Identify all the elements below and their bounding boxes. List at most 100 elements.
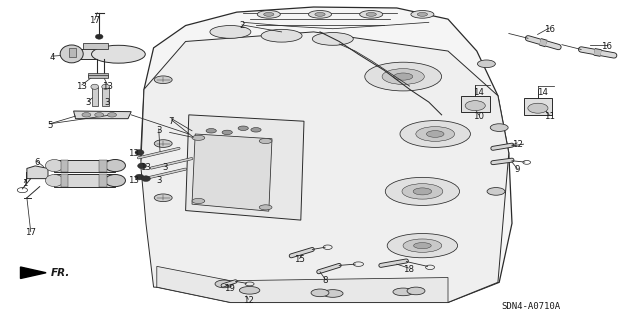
Ellipse shape	[215, 280, 233, 288]
Polygon shape	[69, 48, 76, 57]
Ellipse shape	[82, 113, 91, 117]
FancyBboxPatch shape	[54, 160, 115, 172]
Text: 13: 13	[127, 149, 139, 158]
Ellipse shape	[105, 174, 125, 187]
Ellipse shape	[365, 62, 442, 91]
FancyBboxPatch shape	[461, 96, 490, 112]
Ellipse shape	[426, 131, 444, 137]
Ellipse shape	[105, 160, 125, 172]
Ellipse shape	[400, 121, 470, 147]
Text: 3: 3	[105, 98, 110, 107]
FancyBboxPatch shape	[88, 75, 108, 78]
Text: 14: 14	[537, 88, 548, 97]
Text: 3: 3	[156, 176, 161, 185]
Text: 14: 14	[473, 88, 484, 97]
Ellipse shape	[154, 194, 172, 202]
Ellipse shape	[257, 11, 280, 18]
Ellipse shape	[210, 26, 251, 38]
Ellipse shape	[95, 34, 103, 39]
Ellipse shape	[141, 176, 150, 182]
Text: 17: 17	[89, 16, 100, 25]
Polygon shape	[141, 32, 509, 302]
Ellipse shape	[393, 288, 413, 296]
Text: 13: 13	[76, 82, 88, 91]
Ellipse shape	[411, 11, 434, 18]
FancyBboxPatch shape	[88, 73, 108, 77]
Ellipse shape	[387, 234, 458, 258]
FancyBboxPatch shape	[99, 174, 107, 187]
Text: 16: 16	[543, 25, 555, 34]
Ellipse shape	[366, 12, 376, 16]
Ellipse shape	[239, 286, 260, 294]
Text: 7: 7	[169, 117, 174, 126]
Text: 1: 1	[22, 179, 27, 188]
Text: 4: 4	[50, 53, 55, 62]
Text: 17: 17	[25, 228, 36, 237]
Text: 9: 9	[515, 165, 520, 174]
Ellipse shape	[477, 60, 495, 68]
Ellipse shape	[403, 239, 442, 252]
Text: 15: 15	[294, 256, 305, 264]
Text: 3: 3	[86, 98, 91, 107]
Ellipse shape	[308, 11, 332, 18]
Text: 3: 3	[163, 163, 168, 172]
Ellipse shape	[264, 12, 274, 16]
Text: 13: 13	[127, 176, 139, 185]
Text: 10: 10	[473, 112, 484, 121]
Ellipse shape	[311, 289, 329, 297]
Polygon shape	[74, 111, 131, 119]
Ellipse shape	[413, 242, 431, 249]
Ellipse shape	[45, 174, 63, 187]
Ellipse shape	[259, 205, 272, 210]
FancyBboxPatch shape	[61, 160, 68, 172]
Text: 5: 5	[47, 121, 52, 130]
Ellipse shape	[238, 126, 248, 130]
Text: 2: 2	[239, 21, 244, 30]
FancyBboxPatch shape	[99, 160, 107, 172]
Ellipse shape	[261, 29, 302, 42]
Ellipse shape	[360, 11, 383, 18]
Ellipse shape	[394, 73, 413, 80]
FancyBboxPatch shape	[61, 174, 68, 187]
Ellipse shape	[222, 130, 232, 135]
Ellipse shape	[315, 12, 325, 16]
Ellipse shape	[135, 174, 144, 180]
Ellipse shape	[465, 101, 485, 111]
Ellipse shape	[102, 84, 109, 89]
Ellipse shape	[135, 150, 144, 155]
Ellipse shape	[407, 287, 425, 295]
Text: 13: 13	[102, 82, 113, 91]
FancyBboxPatch shape	[92, 87, 98, 106]
Ellipse shape	[95, 113, 104, 117]
Text: FR.: FR.	[51, 268, 70, 278]
Polygon shape	[192, 134, 272, 211]
Text: 13: 13	[140, 163, 152, 172]
Ellipse shape	[154, 140, 172, 147]
Ellipse shape	[382, 69, 424, 85]
Ellipse shape	[92, 45, 145, 63]
Ellipse shape	[528, 103, 548, 113]
Text: 3: 3	[156, 126, 161, 135]
Ellipse shape	[312, 33, 353, 45]
Ellipse shape	[402, 184, 443, 199]
Text: 18: 18	[403, 265, 414, 274]
Text: 12: 12	[243, 296, 254, 305]
FancyBboxPatch shape	[524, 98, 552, 115]
Ellipse shape	[138, 163, 147, 169]
Ellipse shape	[91, 84, 99, 89]
FancyBboxPatch shape	[102, 87, 109, 106]
Ellipse shape	[45, 160, 63, 172]
Ellipse shape	[192, 135, 205, 140]
Text: 12: 12	[511, 140, 523, 149]
Ellipse shape	[385, 177, 460, 205]
Ellipse shape	[413, 188, 432, 195]
Ellipse shape	[490, 124, 508, 131]
FancyBboxPatch shape	[83, 43, 108, 49]
Ellipse shape	[487, 188, 505, 195]
Polygon shape	[20, 267, 46, 278]
Text: 19: 19	[224, 284, 234, 293]
Text: SDN4-A0710A: SDN4-A0710A	[502, 302, 561, 311]
Polygon shape	[27, 166, 48, 179]
Ellipse shape	[154, 76, 172, 84]
Ellipse shape	[323, 290, 343, 297]
